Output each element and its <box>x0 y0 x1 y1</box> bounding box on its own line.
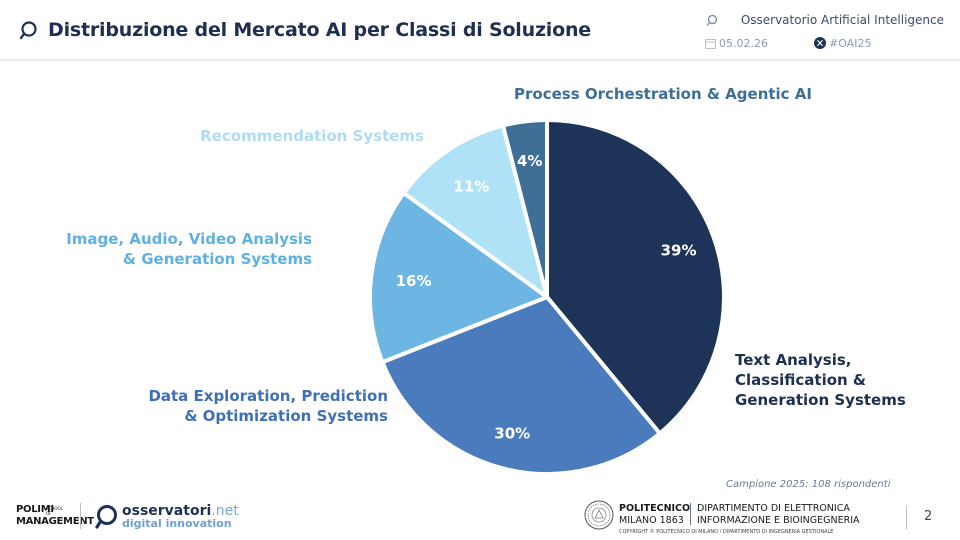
slice-value-label: 16% <box>396 272 432 290</box>
dept-divider <box>690 503 691 525</box>
slice-value-label: 30% <box>494 424 530 442</box>
page-divider <box>906 505 907 529</box>
copyright-note: COPYRIGHT © POLITECNICO DI MILANO / DIPA… <box>619 529 834 535</box>
x-social-icon <box>814 37 826 49</box>
label-process-orchestration: Process Orchestration & Agentic AI <box>514 85 812 103</box>
pie-slice <box>401 123 549 299</box>
footer-divider <box>80 503 81 529</box>
slice-value-label: 4% <box>517 152 542 170</box>
osservatori-logo-icon <box>95 505 117 529</box>
polimi-management-logo: POLIMI MANAGEMENT SCHOOL OF <box>16 504 94 527</box>
politecnico-name: POLITECNICO MILANO 1863 <box>619 503 691 526</box>
header-divider <box>0 59 960 61</box>
label-image-audio-video: Image, Audio, Video Analysis & Generatio… <box>66 230 312 268</box>
pie-slice <box>380 295 662 476</box>
politecnico-seal-icon <box>584 500 614 530</box>
pie-slice <box>368 190 549 365</box>
observatory-name: Osservatorio Artificial Intelligence <box>740 13 944 27</box>
page-number: 2 <box>924 509 933 524</box>
label-recommendation: Recommendation Systems <box>200 127 424 145</box>
pie-slice <box>545 118 726 436</box>
header-meta: Osservatorio Artificial Intelligence 05.… <box>704 13 944 57</box>
presentation-date: 05.02.26 <box>719 37 768 50</box>
osservatori-tagline: digital innovation <box>122 517 232 530</box>
slice-value-label: 11% <box>453 178 489 196</box>
department-name: DIPARTIMENTO DI ELETTRONICA INFORMAZIONE… <box>697 503 860 526</box>
label-data-exploration: Data Exploration, Prediction & Optimizat… <box>148 387 388 425</box>
pie-slice <box>500 118 549 299</box>
observatory-logo-icon <box>19 21 37 40</box>
label-text-analysis: Text Analysis, Classification & Generati… <box>735 351 906 409</box>
calendar-icon <box>705 39 716 49</box>
hashtag: #OAI25 <box>829 37 872 50</box>
page-title: Distribuzione del Mercato AI per Classi … <box>48 19 591 41</box>
observatory-small-icon <box>706 14 718 26</box>
sample-note: Campione 2025: 108 rispondenti <box>726 479 891 490</box>
osservatori-name: osservatori.net <box>122 503 239 519</box>
slice-value-label: 39% <box>661 242 697 260</box>
